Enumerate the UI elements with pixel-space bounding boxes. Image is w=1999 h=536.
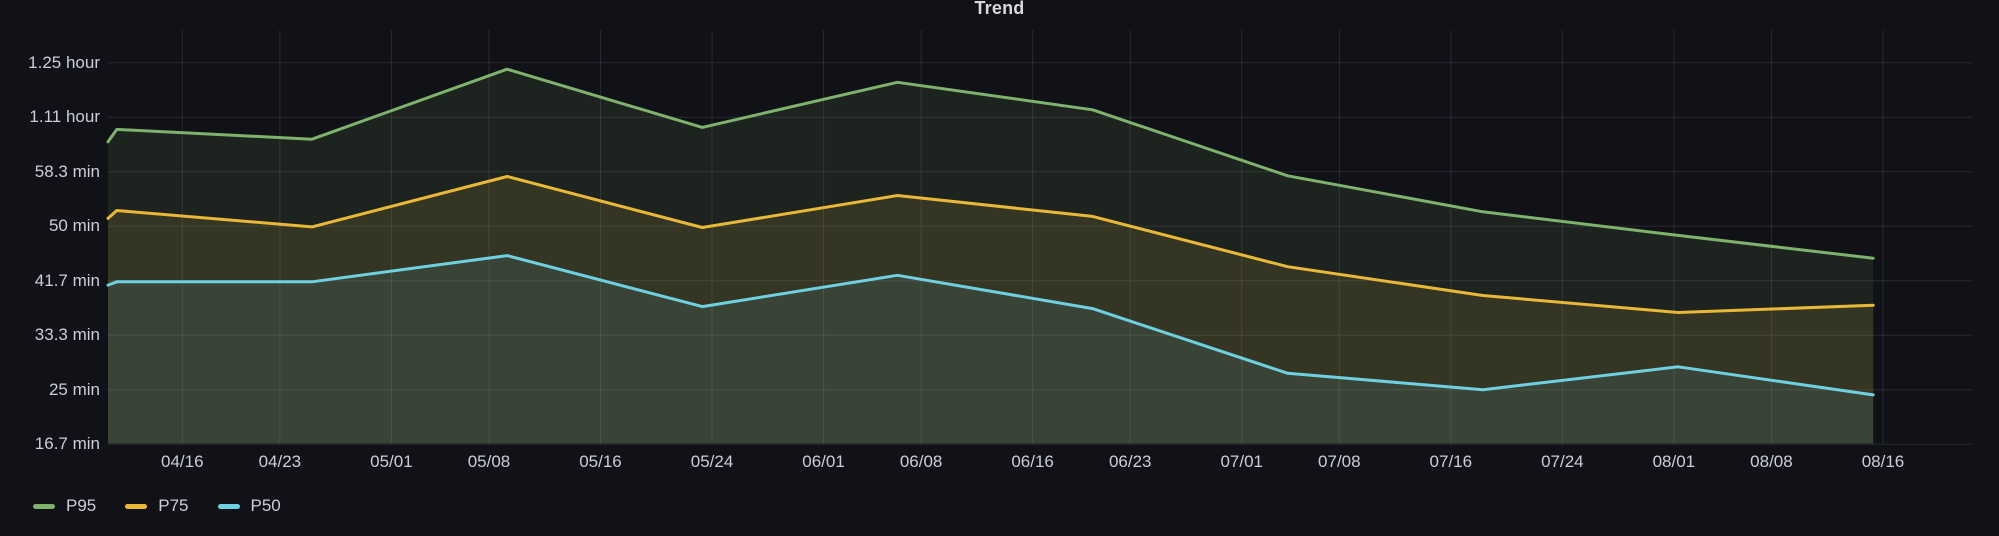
y-axis-label-1: 1.11 hour [29, 107, 100, 127]
x-axis-label-0: 04/16 [161, 452, 204, 471]
x-axis-label-4: 05/16 [579, 452, 622, 471]
y-axis-label-7: 16.7 min [34, 434, 100, 454]
x-axis-label-2: 05/01 [370, 452, 413, 471]
series-area-p95 [108, 69, 1874, 444]
y-axis-label-0: 1.25 hour [28, 52, 100, 72]
y-axis-label-5: 33.3 min [34, 325, 100, 345]
legend-marker-icon [33, 503, 55, 509]
x-axis-label-6: 06/01 [802, 452, 845, 471]
legend-item-p95[interactable]: P95 [33, 496, 96, 516]
x-axis-label-12: 07/16 [1429, 452, 1473, 471]
y-axis-label-2: 58.3 min [34, 161, 100, 181]
x-axis-label-1: 04/23 [258, 452, 302, 471]
chart-area[interactable]: 1.25 hour 1.11 hour 58.3 min 50 min 41.7 min… [0, 0, 1999, 480]
trend-chart[interactable] [0, 0, 1999, 480]
x-axis-label-15: 08/08 [1750, 452, 1793, 471]
x-axis-label-5: 05/24 [690, 452, 734, 471]
y-axis-label-3: 50 min [48, 216, 100, 236]
legend-marker-icon [217, 503, 240, 509]
legend-label: P95 [66, 496, 97, 515]
series-area-p50 [108, 255, 1874, 444]
series-line-p75 [106, 175, 1875, 314]
x-axis-label-3: 05/08 [467, 452, 511, 471]
y-axis-label-6: 25 min [48, 379, 100, 399]
x-axis-label-11: 07/08 [1318, 452, 1361, 471]
y-axis-label-4: 41.7 min [34, 270, 100, 290]
legend-item-p75[interactable]: P75 [125, 496, 189, 516]
x-axis-label-8: 06/16 [1011, 452, 1054, 471]
legend-label: P75 [158, 496, 189, 515]
legend: P95 P75 P50 [33, 493, 281, 519]
series-line-p50 [106, 254, 1875, 397]
legend-item-p50[interactable]: P50 [217, 496, 281, 516]
x-axis-label-10: 07/01 [1220, 452, 1263, 471]
x-axis-label-7: 06/08 [899, 452, 943, 471]
x-axis-label-13: 07/24 [1541, 452, 1584, 471]
series-line-p95 [106, 67, 1875, 260]
panel-title: Trend [974, 0, 1025, 18]
series-area-p75 [108, 176, 1874, 444]
x-axis-label-9: 06/23 [1108, 452, 1152, 471]
x-axis-label-16: 08/16 [1861, 452, 1905, 471]
legend-marker-icon [125, 503, 148, 509]
legend-label: P50 [250, 496, 281, 515]
x-axis-label-14: 08/01 [1652, 452, 1696, 471]
